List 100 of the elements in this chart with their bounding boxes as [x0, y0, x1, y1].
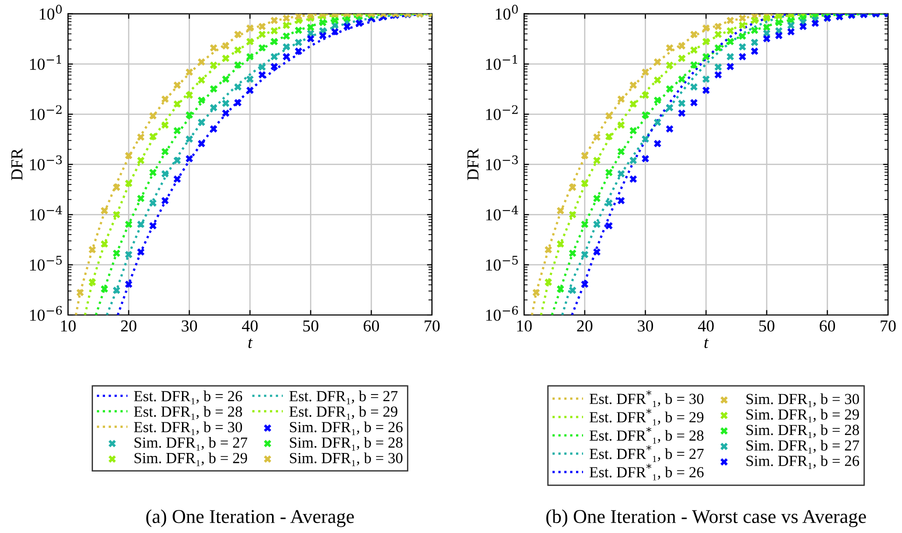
- point: [763, 35, 770, 42]
- y-tick-label: 10$^{−6}$: [30, 306, 62, 321]
- point: [282, 14, 290, 22]
- point: [617, 95, 625, 103]
- point: [112, 184, 120, 191]
- point: [246, 75, 254, 83]
- point: [568, 210, 576, 218]
- point: [702, 38, 710, 46]
- point: [149, 222, 157, 230]
- legend-label: Est. DFR$^{*}$₁, b = 27: [590, 445, 704, 462]
- point: [690, 99, 698, 106]
- y-tick-label: 10$^{−1}$: [30, 55, 62, 70]
- point: [294, 14, 302, 20]
- point: [222, 110, 230, 117]
- point: [234, 46, 242, 54]
- point: [763, 14, 770, 22]
- point: [234, 99, 242, 106]
- point: [294, 38, 302, 46]
- point: [343, 22, 351, 30]
- point: [750, 48, 758, 55]
- point: [331, 16, 339, 24]
- point: [137, 220, 144, 228]
- point: [605, 112, 613, 120]
- point: [222, 42, 230, 50]
- x-tick-label: 60: [364, 320, 380, 332]
- point: [100, 206, 108, 214]
- legend-label: Est. DFR₁, b = 27: [289, 390, 398, 404]
- point: [222, 54, 230, 62]
- point: [234, 61, 242, 69]
- legend-label: Sim. DFR₁, b = 29: [134, 452, 248, 466]
- point: [282, 43, 290, 51]
- point: [282, 32, 290, 40]
- x-tick-label: 20: [121, 320, 136, 332]
- point: [690, 61, 698, 69]
- point: [149, 199, 157, 207]
- point: [654, 118, 662, 126]
- point: [319, 32, 326, 40]
- point: [666, 44, 674, 52]
- legend-label: Est. DFR₁, b = 28: [134, 406, 242, 420]
- point: [799, 22, 807, 30]
- point: [174, 175, 181, 183]
- x-tick-label: 20: [577, 320, 592, 332]
- point: [581, 152, 588, 160]
- point: [270, 62, 278, 70]
- point: [581, 250, 588, 258]
- y-tick-label: 10$^{−2}$: [30, 105, 62, 120]
- legend-label: Sim. DFR₁, b = 26: [746, 455, 860, 469]
- legend-label: Sim. DFR₁, b = 27: [746, 440, 860, 454]
- point: [617, 170, 625, 178]
- y-tick-label: 10$^{0}$: [496, 4, 518, 20]
- point: [234, 83, 242, 91]
- point: [775, 32, 783, 40]
- point: [714, 22, 722, 30]
- point: [544, 246, 552, 254]
- point: [642, 68, 650, 76]
- point: [787, 28, 795, 36]
- x-tick-label: 50: [303, 320, 318, 332]
- x-tick-label: 10: [517, 320, 532, 332]
- point: [258, 22, 266, 30]
- point: [605, 132, 613, 140]
- point: [198, 58, 206, 66]
- point: [750, 38, 758, 46]
- point: [161, 196, 169, 204]
- point: [246, 53, 254, 60]
- legend-label: Est. DFR$^{*}$₁, b = 28: [590, 427, 704, 444]
- point: [76, 288, 84, 296]
- point: [198, 96, 206, 104]
- point: [124, 180, 132, 188]
- point: [174, 127, 181, 134]
- point: [210, 61, 218, 69]
- point: [246, 86, 254, 94]
- x-tick-label: 30: [182, 320, 198, 332]
- point: [678, 100, 686, 107]
- point: [714, 30, 722, 38]
- point: [198, 140, 206, 148]
- point: [605, 222, 613, 230]
- point: [210, 44, 218, 52]
- point: [294, 26, 302, 34]
- point: [100, 285, 108, 293]
- point: [617, 148, 625, 156]
- point: [581, 280, 588, 288]
- point: [714, 63, 722, 71]
- legend-label: Sim. DFR₁, b = 28: [746, 424, 859, 438]
- point: [282, 22, 290, 30]
- point: [161, 121, 169, 129]
- point: [726, 27, 734, 34]
- point: [544, 278, 552, 286]
- point: [812, 20, 819, 27]
- point: [100, 240, 108, 248]
- point: [186, 111, 194, 119]
- x-tick-label: 10: [61, 320, 76, 332]
- x-axis-title: t: [704, 338, 709, 348]
- point: [234, 30, 242, 38]
- point: [702, 86, 710, 94]
- y-tick-label: 10$^{−4}$: [30, 206, 62, 220]
- legend-label: Est. DFR₁, b = 29: [289, 406, 398, 420]
- point: [186, 91, 194, 99]
- point: [270, 38, 278, 46]
- point: [666, 85, 674, 93]
- point: [258, 71, 266, 78]
